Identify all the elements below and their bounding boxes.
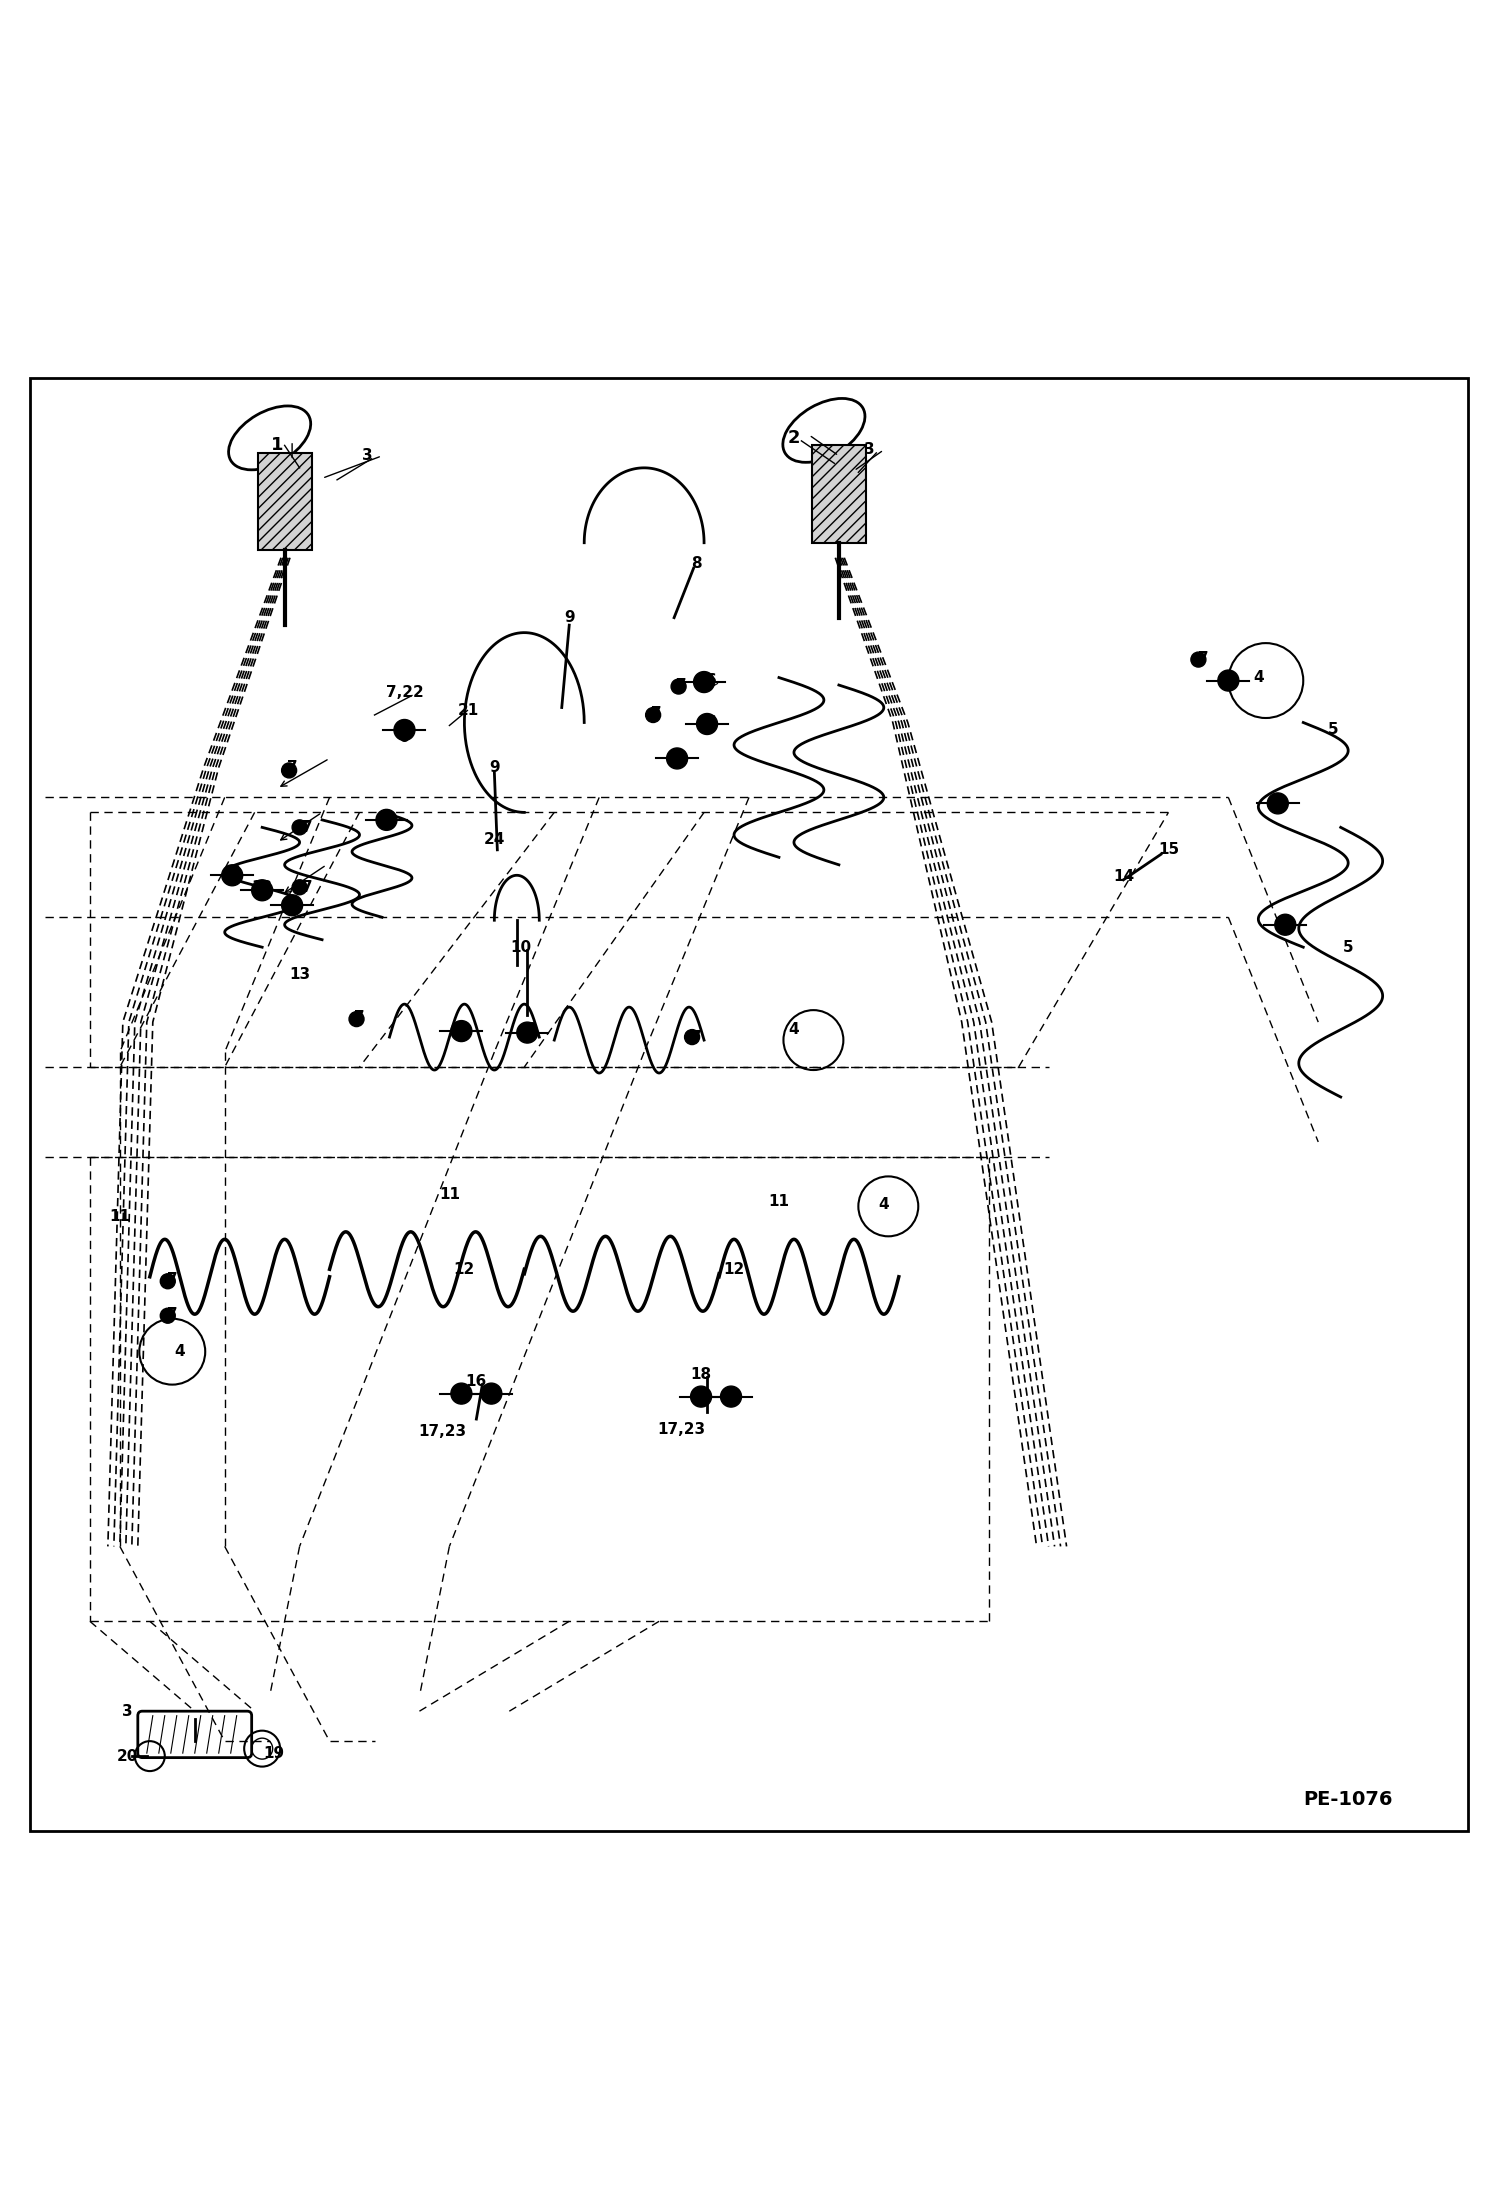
- Text: 3: 3: [121, 1705, 133, 1718]
- Circle shape: [671, 680, 686, 693]
- Circle shape: [160, 1275, 175, 1288]
- Text: 21: 21: [458, 702, 479, 717]
- Circle shape: [282, 895, 303, 915]
- Circle shape: [667, 748, 688, 768]
- Circle shape: [1267, 792, 1288, 814]
- Circle shape: [292, 821, 307, 836]
- FancyBboxPatch shape: [138, 1711, 252, 1757]
- Circle shape: [646, 706, 661, 722]
- Text: 6: 6: [398, 731, 410, 746]
- Circle shape: [292, 880, 307, 895]
- Circle shape: [349, 1011, 364, 1027]
- Circle shape: [721, 1387, 742, 1406]
- Circle shape: [160, 1308, 175, 1323]
- Text: 7,22: 7,22: [385, 685, 424, 700]
- Polygon shape: [258, 452, 312, 551]
- Circle shape: [694, 671, 715, 693]
- Text: 7: 7: [286, 759, 298, 774]
- Text: 6: 6: [1222, 669, 1234, 685]
- Text: 7: 7: [691, 1029, 703, 1044]
- Circle shape: [685, 1029, 700, 1044]
- Text: 11: 11: [439, 1187, 460, 1202]
- Text: 6: 6: [526, 1022, 538, 1038]
- Text: 7: 7: [166, 1308, 178, 1321]
- Text: 7: 7: [354, 1009, 366, 1025]
- Text: 6: 6: [1282, 917, 1294, 932]
- Text: 3: 3: [863, 443, 875, 456]
- Text: 6: 6: [676, 750, 688, 766]
- Text: 14: 14: [1113, 869, 1134, 884]
- Circle shape: [481, 1382, 502, 1404]
- Polygon shape: [812, 445, 866, 542]
- Circle shape: [252, 880, 273, 902]
- Text: 2: 2: [788, 428, 800, 448]
- Text: 7: 7: [676, 678, 688, 693]
- Text: 10: 10: [511, 939, 532, 954]
- Text: 7: 7: [1197, 652, 1209, 665]
- Text: PE-1076: PE-1076: [1303, 1790, 1393, 1808]
- Text: 12: 12: [454, 1262, 475, 1277]
- Text: 6: 6: [706, 715, 718, 731]
- Text: 4: 4: [1252, 669, 1264, 685]
- Ellipse shape: [229, 406, 310, 470]
- Text: 6: 6: [229, 864, 241, 880]
- Text: 24: 24: [484, 832, 505, 847]
- Text: 8: 8: [691, 557, 703, 570]
- Text: 7: 7: [301, 880, 313, 895]
- Text: 3: 3: [361, 448, 373, 463]
- Circle shape: [222, 864, 243, 886]
- Text: 7: 7: [166, 1273, 178, 1288]
- Circle shape: [282, 764, 297, 779]
- Text: 9: 9: [488, 759, 500, 774]
- Text: 11: 11: [768, 1194, 789, 1209]
- Text: 6: 6: [1275, 796, 1287, 812]
- Circle shape: [1191, 652, 1206, 667]
- Text: 7: 7: [650, 706, 662, 722]
- Text: 7: 7: [301, 821, 313, 836]
- Circle shape: [451, 1020, 472, 1042]
- Text: 5: 5: [1327, 722, 1339, 737]
- Ellipse shape: [783, 399, 864, 463]
- Text: 12: 12: [724, 1262, 745, 1277]
- Text: 5: 5: [1342, 939, 1354, 954]
- Text: 17,23: 17,23: [658, 1422, 706, 1437]
- Circle shape: [697, 713, 718, 735]
- Circle shape: [394, 720, 415, 742]
- Text: 13: 13: [289, 968, 310, 981]
- Text: 17,23: 17,23: [418, 1424, 466, 1439]
- Text: 19: 19: [264, 1746, 285, 1760]
- Circle shape: [376, 810, 397, 829]
- Text: 6: 6: [458, 1022, 470, 1038]
- Text: 9: 9: [563, 610, 575, 625]
- Text: 6: 6: [706, 674, 718, 689]
- Text: 4: 4: [174, 1345, 186, 1358]
- Circle shape: [451, 1382, 472, 1404]
- Text: 16: 16: [466, 1373, 487, 1389]
- Text: 13: 13: [252, 880, 273, 895]
- Text: 11: 11: [109, 1209, 130, 1224]
- Text: 15: 15: [1158, 842, 1179, 858]
- Circle shape: [691, 1387, 712, 1406]
- Text: 20: 20: [117, 1749, 138, 1764]
- Text: 4: 4: [878, 1198, 890, 1213]
- Circle shape: [1275, 915, 1296, 935]
- Text: 4: 4: [788, 1022, 800, 1038]
- Circle shape: [517, 1022, 538, 1042]
- Text: 18: 18: [691, 1367, 712, 1382]
- Text: 6: 6: [383, 812, 395, 827]
- Text: 1: 1: [271, 437, 283, 454]
- Circle shape: [1218, 669, 1239, 691]
